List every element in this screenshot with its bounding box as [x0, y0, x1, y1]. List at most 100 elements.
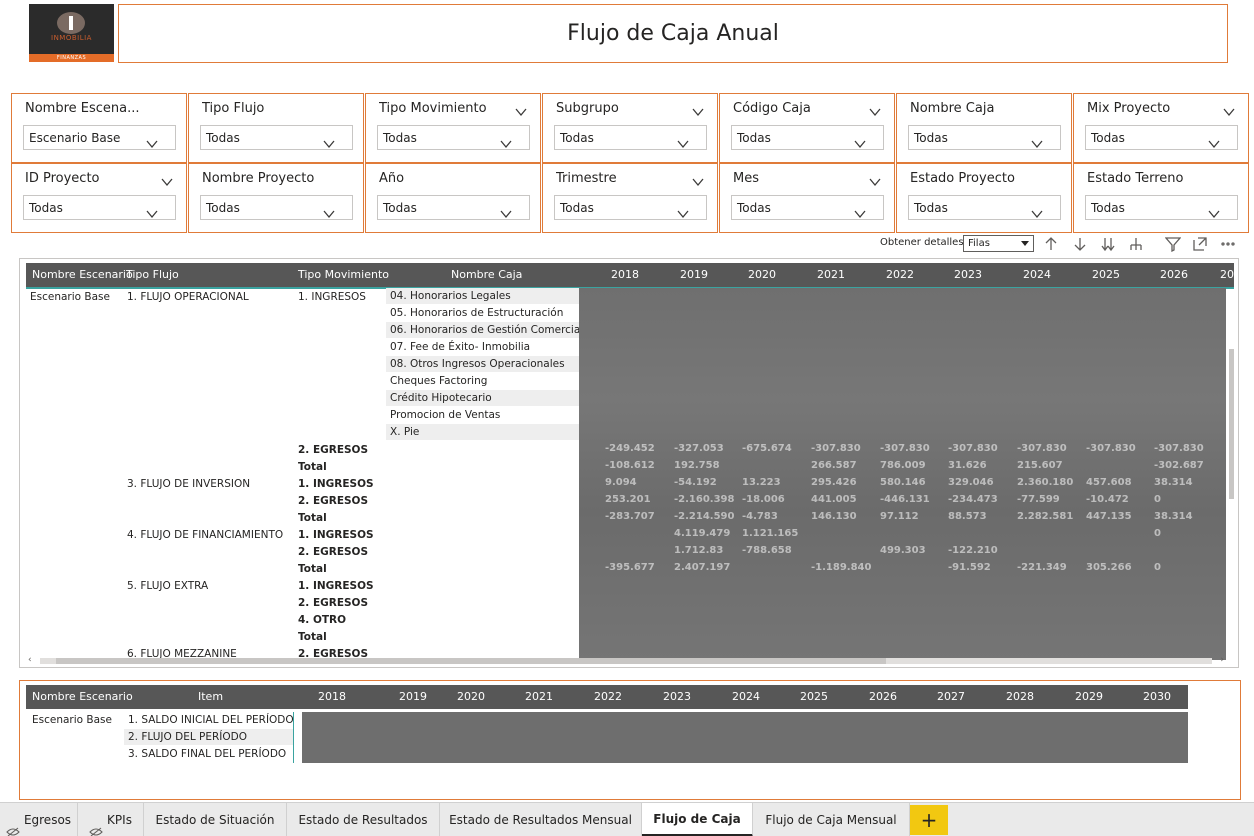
focus-mode-icon[interactable]	[1192, 236, 1208, 252]
column-header[interactable]: 2027	[937, 690, 965, 703]
row-nombre-caja[interactable]: Crédito Hipotecario	[386, 390, 579, 406]
column-header[interactable]: Item	[198, 690, 224, 703]
page-tab[interactable]: Flujo de Caja	[642, 803, 753, 836]
row-nombre-caja[interactable]: Promocion de Ventas	[390, 409, 501, 421]
cashflow-matrix[interactable]: Nombre Escenario Tipo Flujo Tipo Movimient…	[19, 258, 1239, 668]
slicer[interactable]: Mix Proyecto Todas	[1073, 93, 1249, 163]
column-header[interactable]: 2023	[663, 690, 691, 703]
slicer-dropdown[interactable]: Todas	[1085, 195, 1238, 220]
page-tab[interactable]: Estado de Resultados Mensual	[440, 803, 642, 836]
chevron-down-icon[interactable]	[868, 173, 882, 187]
slicer-dropdown[interactable]: Todas	[377, 195, 530, 220]
page-tab[interactable]: Estado de Situación	[144, 803, 287, 836]
summary-item-row[interactable]: 3. SALDO FINAL DEL PERÍODO	[128, 748, 287, 760]
summary-item-row[interactable]: 2. FLUJO DEL PERÍODO	[124, 729, 294, 745]
slicer[interactable]: ID Proyecto Todas	[11, 163, 187, 233]
scroll-right-icon[interactable]: ›	[1220, 655, 1224, 665]
column-header[interactable]: 2021	[525, 690, 553, 703]
summary-item-row[interactable]: 1. SALDO INICIAL DEL PERÍODO	[128, 714, 294, 726]
double-arrow-down-icon[interactable]	[1100, 236, 1116, 252]
column-header[interactable]: 2022	[594, 690, 622, 703]
vertical-scrollbar[interactable]	[1227, 289, 1235, 657]
slicer-dropdown[interactable]: Todas	[554, 195, 707, 220]
slicer-dropdown[interactable]: Escenario Base	[23, 125, 176, 150]
column-header[interactable]: 20	[1220, 268, 1234, 281]
column-header[interactable]: 2019	[680, 268, 708, 281]
filter-icon[interactable]	[1164, 236, 1182, 253]
chevron-down-icon[interactable]	[514, 103, 528, 117]
column-header[interactable]: 2025	[1092, 268, 1120, 281]
scrollbar-thumb[interactable]	[56, 658, 886, 664]
slicer-dropdown[interactable]: Todas	[731, 195, 884, 220]
slicer[interactable]: Año Todas	[365, 163, 541, 233]
column-header[interactable]: 2028	[1006, 690, 1034, 703]
slicer-dropdown[interactable]: Todas	[200, 125, 353, 150]
column-header[interactable]: 2021	[817, 268, 845, 281]
slicer-dropdown[interactable]: Todas	[377, 125, 530, 150]
slicer-dropdown[interactable]: Todas	[908, 195, 1061, 220]
row-nombre-caja[interactable]: 04. Honorarios Legales	[386, 288, 579, 304]
slicer[interactable]: Subgrupo Todas	[542, 93, 718, 163]
row-nombre-caja[interactable]: X. Pie	[386, 424, 579, 440]
slicer[interactable]: Estado Terreno Todas	[1073, 163, 1249, 233]
column-header[interactable]: 2026	[1160, 268, 1188, 281]
expand-hierarchy-icon[interactable]	[1128, 236, 1144, 252]
arrow-up-icon[interactable]	[1043, 236, 1059, 252]
slicer[interactable]: Tipo Movimiento Todas	[365, 93, 541, 163]
slicer[interactable]: Nombre Proyecto Todas	[188, 163, 364, 233]
slicer-dropdown[interactable]: Todas	[731, 125, 884, 150]
arrow-down-icon[interactable]	[1072, 236, 1088, 252]
column-header[interactable]: 2018	[611, 268, 639, 281]
column-header[interactable]: Nombre Caja	[451, 268, 523, 281]
page-tab[interactable]: Egresos	[0, 803, 78, 836]
column-header[interactable]: Nombre Escenario	[32, 690, 133, 703]
slicer[interactable]: Mes Todas	[719, 163, 895, 233]
column-header[interactable]: 2025	[800, 690, 828, 703]
row-nombre-caja[interactable]: Cheques Factoring	[390, 375, 488, 387]
column-header[interactable]: Nombre Escenario	[32, 268, 133, 281]
page-tab[interactable]: Estado de Resultados	[287, 803, 440, 836]
slicer[interactable]: Nombre Escena... Escenario Base	[11, 93, 187, 163]
page-tab[interactable]: Flujo de Caja Mensual	[753, 803, 910, 836]
column-header[interactable]: 2024	[732, 690, 760, 703]
slicer[interactable]: Código Caja Todas	[719, 93, 895, 163]
add-page-button[interactable]: +	[910, 805, 948, 835]
horizontal-scrollbar[interactable]: ‹ ›	[26, 655, 1226, 665]
slicer-dropdown[interactable]: Todas	[554, 125, 707, 150]
more-options-icon[interactable]	[1220, 236, 1236, 252]
row-nombre-caja[interactable]: 08. Otros Ingresos Operacionales	[386, 356, 579, 372]
scrollbar-thumb[interactable]	[1229, 349, 1234, 499]
chevron-down-icon[interactable]	[868, 103, 882, 117]
row-nombre-caja[interactable]: 05. Honorarios de Estructuración	[390, 307, 564, 319]
slicer[interactable]: Nombre Caja Todas	[896, 93, 1072, 163]
column-header[interactable]: 2019	[399, 690, 427, 703]
row-nombre-caja[interactable]: 06. Honorarios de Gestión Comercial	[386, 322, 583, 338]
slicer[interactable]: Estado Proyecto Todas	[896, 163, 1072, 233]
slicer-dropdown[interactable]: Todas	[200, 195, 353, 220]
chevron-down-icon[interactable]	[1222, 103, 1236, 117]
column-header[interactable]: 2020	[748, 268, 776, 281]
column-header[interactable]: 2026	[869, 690, 897, 703]
scroll-left-icon[interactable]: ‹	[28, 655, 32, 665]
summary-matrix[interactable]: Nombre Escenario Item 2018 2019 2020 2021 2022…	[19, 680, 1241, 800]
chevron-down-icon[interactable]	[160, 173, 174, 187]
chevron-down-icon[interactable]	[691, 103, 705, 117]
slicer-dropdown[interactable]: Todas	[1085, 125, 1238, 150]
column-header[interactable]: 2030	[1143, 690, 1171, 703]
chevron-down-icon[interactable]	[691, 173, 705, 187]
column-header[interactable]: Tipo Flujo	[126, 268, 179, 281]
row-nombre-caja[interactable]: 07. Fee de Éxito- Inmobilia	[390, 341, 531, 353]
slicer-dropdown[interactable]: Todas	[908, 125, 1061, 150]
slicer[interactable]: Tipo Flujo Todas	[188, 93, 364, 163]
column-header[interactable]: Tipo Movimiento	[298, 268, 389, 281]
column-header[interactable]: 2022	[886, 268, 914, 281]
page-tab[interactable]: KPIs	[78, 803, 144, 836]
column-header[interactable]: 2029	[1075, 690, 1103, 703]
column-header[interactable]: 2023	[954, 268, 982, 281]
slicer-dropdown[interactable]: Todas	[23, 195, 176, 220]
column-header[interactable]: 2024	[1023, 268, 1051, 281]
column-header[interactable]: 2018	[318, 690, 346, 703]
details-select[interactable]: Filas	[963, 235, 1034, 252]
column-header[interactable]: 2020	[457, 690, 485, 703]
slicer[interactable]: Trimestre Todas	[542, 163, 718, 233]
